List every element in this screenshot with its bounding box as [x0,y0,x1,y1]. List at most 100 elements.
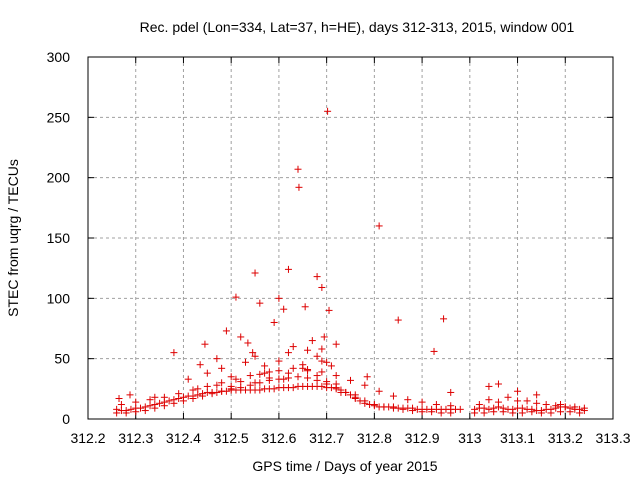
data-point [518,409,526,417]
data-point [432,401,440,409]
data-point [456,405,464,413]
data-point [256,386,264,394]
data-point [494,398,502,406]
data-point [561,403,569,411]
data-point [218,364,226,372]
data-point [409,407,417,415]
data-point [256,370,264,378]
data-point [146,402,154,410]
y-tick-label: 50 [54,351,70,367]
data-point [494,380,502,388]
data-point [447,388,455,396]
data-point [170,349,178,357]
data-point [337,388,345,396]
x-tick-label: 313.3 [595,430,630,446]
data-point [295,183,303,191]
data-point [280,305,288,313]
data-point [318,345,326,353]
data-point [440,315,448,323]
data-point [261,362,269,370]
x-tick-label: 312.6 [261,430,296,446]
data-point [547,409,555,417]
data-point [256,299,264,307]
data-point [261,369,269,377]
data-point [323,358,331,366]
data-points [113,107,588,417]
data-point [179,397,187,405]
data-point [227,382,235,390]
data-point [218,379,226,387]
data-point [299,364,307,372]
data-point [580,404,588,412]
data-point [471,409,479,417]
x-tick-label: 313.1 [500,430,535,446]
data-point [237,378,245,386]
data-point [323,378,331,386]
x-tick-label: 312.5 [214,430,249,446]
data-point [294,373,302,381]
data-point [447,409,455,417]
data-point [318,382,326,390]
data-point [318,283,326,291]
data-point [304,374,312,382]
data-point [151,393,159,401]
data-point [242,358,249,366]
data-point [304,367,312,375]
data-point [370,401,378,409]
data-point [137,404,144,412]
data-point [490,408,498,416]
data-point [318,368,326,376]
data-point [199,392,207,400]
data-point [280,375,288,383]
data-point [232,375,240,383]
data-point [361,381,369,389]
data-point [160,393,168,401]
data-point [270,385,278,393]
data-point [132,398,140,406]
data-point [132,408,140,416]
data-point [347,376,354,384]
data-point [165,397,173,405]
data-point [275,357,283,365]
data-point [227,373,235,381]
data-point [126,391,134,399]
data-point [318,357,326,365]
data-point [237,384,245,392]
data-point [218,387,226,395]
data-point [375,222,383,230]
data-point [485,396,493,404]
data-point [289,364,297,372]
x-tick-label: 312.2 [70,430,105,446]
data-point [265,368,273,376]
y-axis-label: STEC from uqrg / TECUs [5,159,21,317]
data-point [332,380,340,388]
data-point [537,409,545,417]
data-point [201,340,209,348]
data-point [270,318,278,326]
data-point [542,401,550,409]
grid-lines [88,57,613,419]
data-point [375,387,383,395]
data-point [275,294,283,302]
data-point [566,408,574,416]
x-tick-label: 312.3 [118,430,153,446]
y-tick-label: 300 [47,49,71,65]
x-tick-labels: 312.2 312.3 312.4 312.5 312.6 312.7 312.8 312.9… [70,430,630,446]
data-point [213,388,221,396]
data-point [115,394,123,402]
data-point [289,384,297,392]
data-point [404,396,412,404]
data-point [308,337,316,345]
data-point [170,399,178,407]
data-point [332,340,340,348]
data-point [418,408,426,416]
data-point [151,404,159,412]
data-point [576,409,584,417]
data-point [332,372,340,380]
data-point [251,269,259,277]
y-tick-label: 200 [47,170,71,186]
data-point [428,408,436,416]
data-point [237,333,245,341]
